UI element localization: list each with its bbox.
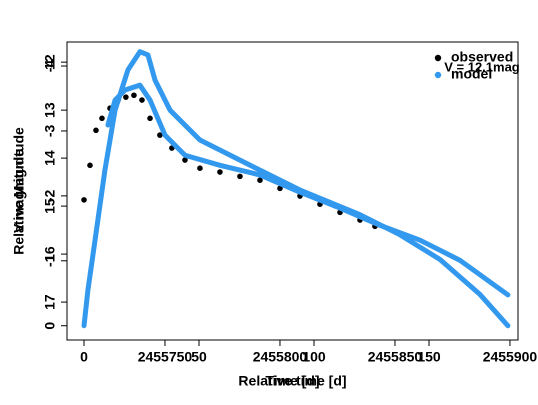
model-curve: [105, 82, 511, 298]
y-tick-label: 12: [42, 54, 58, 70]
x-tick-label: 0: [80, 349, 88, 365]
point: [237, 173, 243, 180]
y-tick-label: 0: [42, 322, 58, 330]
y-tick-label: 17: [42, 294, 58, 310]
x-tick-label: 100: [302, 349, 326, 365]
point: [99, 115, 105, 122]
x-axis-title: Time [d]: [265, 373, 319, 389]
y-tick-label: 13: [42, 102, 58, 118]
point: [87, 162, 93, 169]
x-tick-label: 50: [191, 349, 207, 365]
y-tick-label: -4: [42, 60, 58, 73]
legend-label: model: [451, 66, 492, 82]
x-tick-label: 2455800: [253, 349, 308, 365]
legend-label: observed: [451, 49, 513, 65]
model-curve: [81, 49, 511, 329]
point: [257, 177, 263, 184]
y-tick-label: -1: [42, 254, 58, 267]
point: [131, 92, 137, 99]
point: [93, 127, 99, 134]
y-tick-label: 15: [42, 198, 58, 214]
point: [217, 169, 223, 175]
point: [182, 157, 188, 163]
point: [123, 94, 129, 100]
plot-box: [66, 41, 519, 341]
point: [81, 197, 87, 203]
x-tick-label: 2455750: [138, 349, 193, 365]
x-tick-label: 150: [417, 349, 441, 365]
y-tick-label: -3: [42, 125, 58, 138]
y-axis-title: Relative Magnitude: [11, 127, 27, 255]
y-tick-label: 16: [42, 246, 58, 262]
y-tick-label: 14: [42, 150, 58, 166]
y-axis-title: V magnitude: [11, 149, 27, 233]
legend-marker: [434, 54, 442, 62]
x-tick-label: 2455850: [368, 349, 423, 365]
x-axis-title: Relative time [d]: [238, 373, 346, 389]
annotation: V = 12.1mag: [444, 59, 520, 74]
point: [277, 185, 283, 192]
point: [139, 97, 145, 103]
point: [157, 132, 163, 138]
point: [147, 115, 153, 122]
y-tick-label: -2: [42, 189, 58, 202]
point: [197, 165, 203, 172]
x-tick-label: 2455900: [483, 349, 538, 365]
legend-marker: [434, 71, 442, 79]
